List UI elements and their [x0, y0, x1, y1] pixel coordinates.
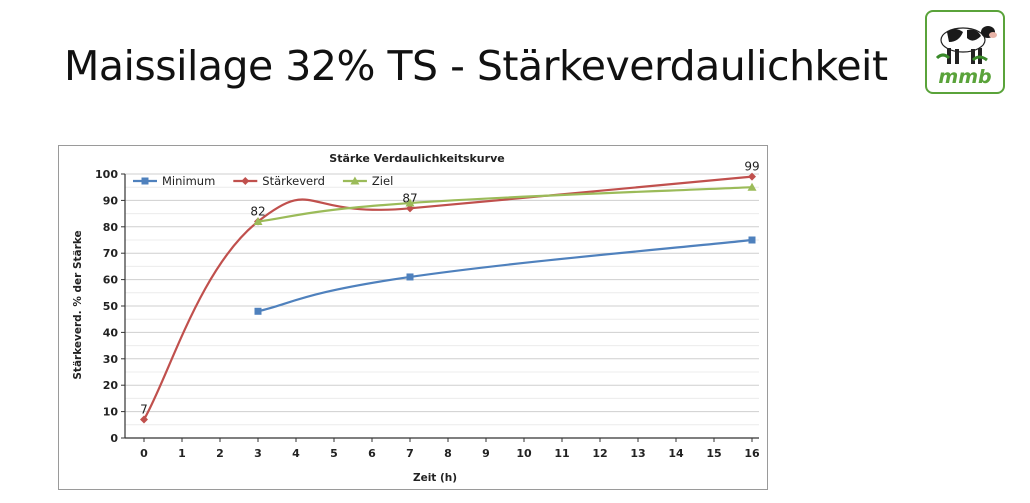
x-axis-title: Zeit (h)	[413, 472, 457, 484]
y-tick-label: 30	[103, 353, 119, 366]
x-tick-label: 3	[254, 447, 262, 460]
legend: Minimum Stärkeverd Ziel	[133, 174, 393, 188]
y-tick-label: 90	[103, 194, 119, 207]
data-label-st-rkeverd: 82	[250, 205, 265, 219]
mmb-logo: mmb	[925, 10, 1005, 94]
y-tick-label: 50	[103, 300, 119, 313]
data-point-ziel	[747, 182, 757, 191]
y-tick-label: 40	[103, 326, 119, 339]
data-point-st-rkeverd	[140, 415, 148, 424]
data-label-st-rkeverd: 7	[140, 403, 148, 417]
data-point-st-rkeverd	[748, 172, 756, 181]
legend-label-st-rkeverd: Stärkeverd	[262, 174, 325, 188]
y-tick-label: 60	[103, 274, 119, 287]
x-tick-label: 12	[592, 447, 607, 460]
x-tick-label: 15	[706, 447, 721, 460]
x-tick-label: 4	[292, 447, 300, 460]
y-axis-title: Stärkeverd. % der Stärke	[72, 230, 84, 379]
chart-frame: Stärke Verdaulichkeitskurve Stärkeverd. …	[58, 145, 768, 490]
y-tick-label: 70	[103, 247, 119, 260]
data-point-minimum	[406, 273, 414, 281]
y-tick-label: 10	[103, 406, 119, 419]
series-line-minimum	[257, 238, 753, 313]
x-tick-label: 6	[368, 447, 376, 460]
legend-label-minimum: Minimum	[162, 174, 215, 188]
x-tick-label: 13	[630, 447, 645, 460]
legend-label-ziel: Ziel	[372, 174, 393, 188]
data-label-st-rkeverd: 99	[744, 160, 759, 174]
y-tick-label: 80	[103, 221, 119, 234]
x-tick-label: 0	[140, 447, 148, 460]
legend-marker-minimum	[141, 177, 149, 185]
x-tick-label: 16	[744, 447, 760, 460]
x-tick-label: 14	[668, 447, 684, 460]
x-tick-label: 1	[178, 447, 186, 460]
legend-marker-ziel	[350, 176, 360, 185]
data-point-ziel	[405, 198, 415, 207]
chart-title: Stärke Verdaulichkeitskurve	[329, 152, 504, 165]
x-tick-label: 10	[516, 447, 532, 460]
data-point-minimum	[254, 307, 262, 315]
y-tick-label: 0	[110, 432, 118, 445]
y-tick-label: 20	[103, 379, 119, 392]
data-point-minimum	[748, 236, 756, 244]
slide-title: Maissilage 32% TS - Stärkeverdaulichkeit	[64, 42, 888, 90]
x-tick-label: 2	[216, 447, 224, 460]
data-point-ziel	[253, 217, 263, 226]
series-line-ziel	[257, 186, 753, 223]
x-tick-label: 8	[444, 447, 452, 460]
x-tick-label: 9	[482, 447, 490, 460]
cow-icon	[935, 26, 997, 64]
logo-text: mmb	[938, 66, 992, 88]
legend-marker-st-rkeverd	[241, 177, 250, 185]
line-chart: Stärke Verdaulichkeitskurve Stärkeverd. …	[72, 152, 760, 484]
y-tick-label: 100	[95, 168, 118, 181]
x-tick-label: 11	[554, 447, 569, 460]
series-line-st-rkeverd	[143, 175, 753, 421]
x-tick-label: 7	[406, 447, 414, 460]
x-tick-label: 5	[330, 447, 338, 460]
